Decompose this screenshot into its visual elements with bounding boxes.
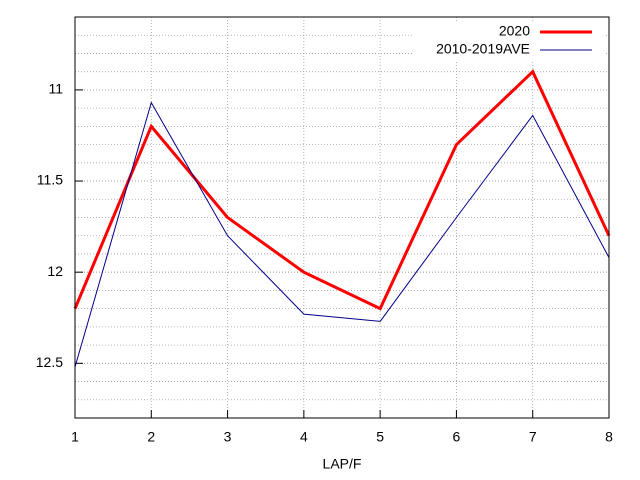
x-tick-label: 8 [605, 429, 613, 445]
y-tick-label: 12 [47, 263, 63, 279]
x-tick-label: 5 [376, 429, 384, 445]
x-tick-label: 1 [71, 429, 79, 445]
y-tick-label: 11 [48, 81, 63, 97]
x-tick-label: 4 [300, 429, 308, 445]
x-tick-label: 3 [224, 429, 232, 445]
x-tick-label: 2 [147, 429, 155, 445]
legend-box [414, 22, 606, 62]
legend-label: 2020 [499, 23, 530, 39]
y-tick-label: 11.5 [37, 172, 63, 188]
series-line [73, 69, 611, 311]
x-tick-label: 6 [453, 429, 461, 445]
legend-label: 2010-2019AVE [436, 41, 530, 57]
y-tick-label: 12.5 [36, 354, 63, 370]
x-axis-label: LAP/F [323, 456, 362, 472]
x-tick-label: 7 [529, 429, 537, 445]
series-line [74, 101, 610, 368]
plot-border [74, 16, 610, 419]
